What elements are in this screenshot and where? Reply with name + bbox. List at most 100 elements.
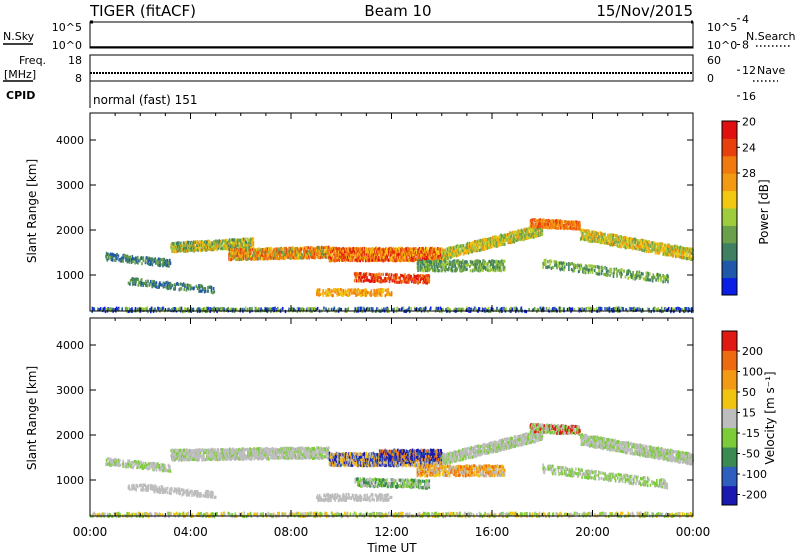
echo-cell [395, 276, 398, 280]
echo-cell [623, 244, 626, 248]
echo-cell [547, 260, 549, 264]
freq-tick-bottom: 8 [75, 72, 82, 85]
echo-cell [128, 465, 130, 469]
echo-cell [602, 232, 604, 236]
echo-cell [357, 272, 359, 276]
echo-cell [686, 250, 688, 254]
echo-cell [109, 457, 112, 461]
echo-cell [123, 464, 125, 469]
echo-cell [247, 307, 249, 311]
echo-cell [445, 265, 447, 269]
echo-cell [272, 307, 274, 311]
echo-cell [459, 252, 462, 256]
echo-cell [644, 247, 646, 251]
echo-cell [485, 246, 487, 251]
echo-cell [413, 259, 415, 263]
echo-cell [406, 308, 408, 312]
echo-cell [582, 232, 585, 236]
echo-cell [193, 244, 195, 248]
echo-cell [131, 255, 134, 259]
echo-cell [639, 247, 641, 251]
echo-cell [415, 247, 417, 251]
echo-cell [453, 248, 456, 253]
echo-cell [609, 233, 611, 237]
echo-cell [254, 254, 257, 258]
echo-cell [187, 452, 189, 456]
echo-cell [162, 306, 165, 310]
echo-cell [568, 264, 570, 268]
echo-cell [585, 307, 588, 311]
echo-cell [580, 231, 583, 236]
nsearch-tick-top: 10^5 [707, 21, 737, 34]
echo-cell [374, 279, 376, 283]
echo-cell [627, 276, 629, 280]
echo-cell [328, 307, 330, 311]
echo-cell [377, 258, 380, 262]
echo-cell [410, 307, 412, 311]
echo-cell [510, 234, 513, 238]
echo-cell [487, 306, 490, 310]
echo-cell [634, 240, 636, 244]
echo-cell [263, 247, 265, 252]
echo-cell [386, 277, 389, 281]
echo-cell [438, 247, 440, 251]
echo-cell [542, 307, 545, 311]
echo-cell [137, 277, 140, 282]
echo-cell [596, 235, 598, 239]
echo-cell [151, 263, 154, 267]
echo-cell [492, 244, 495, 248]
echo-cell [472, 308, 475, 312]
echo-cell [631, 237, 634, 241]
echo-cell [288, 308, 291, 312]
echo-cell [184, 283, 186, 287]
echo-cell [352, 256, 354, 260]
echo-cell [217, 307, 219, 311]
echo-cell [679, 307, 682, 312]
echo-cell [671, 245, 673, 249]
echo-cell [464, 251, 466, 255]
echo-cell [507, 238, 509, 242]
echo-cell [580, 264, 583, 268]
echo-cell [367, 255, 370, 259]
echo-cell [105, 458, 108, 462]
echo-cell [420, 247, 422, 251]
echo-cell [125, 462, 127, 466]
echo-cell [353, 258, 355, 262]
echo-cell [535, 221, 537, 225]
echo-cell [418, 280, 420, 284]
echo-cell [600, 265, 603, 269]
echo-cell [130, 460, 133, 464]
echo-cell [352, 246, 354, 251]
echo-cell [624, 275, 627, 279]
echo-cell [635, 276, 638, 280]
echo-cell [652, 273, 655, 277]
echo-cell [651, 249, 654, 253]
echo-cell [649, 244, 652, 248]
echo-cell [473, 260, 475, 264]
echo-cell [486, 240, 488, 244]
date-title: 15/Nov/2015 [596, 2, 693, 20]
echo-cell [469, 264, 471, 269]
echo-cell [487, 243, 490, 247]
echo-cell [360, 273, 363, 277]
echo-cell [579, 223, 581, 228]
echo-cell [464, 265, 466, 269]
echo-cell [628, 245, 630, 249]
echo-cell [665, 277, 668, 282]
echo-cell [448, 266, 451, 270]
echo-cell [381, 287, 384, 292]
echo-cell [176, 455, 179, 459]
echo-cell [401, 246, 403, 250]
echo-cell [383, 255, 386, 259]
echo-cell [393, 250, 396, 254]
echo-cell [520, 306, 523, 310]
echo-cell [199, 240, 201, 244]
echo-cell [408, 306, 410, 310]
echo-cell [159, 282, 162, 286]
echo-cell [378, 279, 380, 283]
echo-cell [270, 253, 272, 257]
echo-cell [462, 307, 465, 311]
echo-cell [620, 275, 622, 279]
echo-cell [448, 259, 451, 263]
echo-cell [607, 241, 610, 245]
